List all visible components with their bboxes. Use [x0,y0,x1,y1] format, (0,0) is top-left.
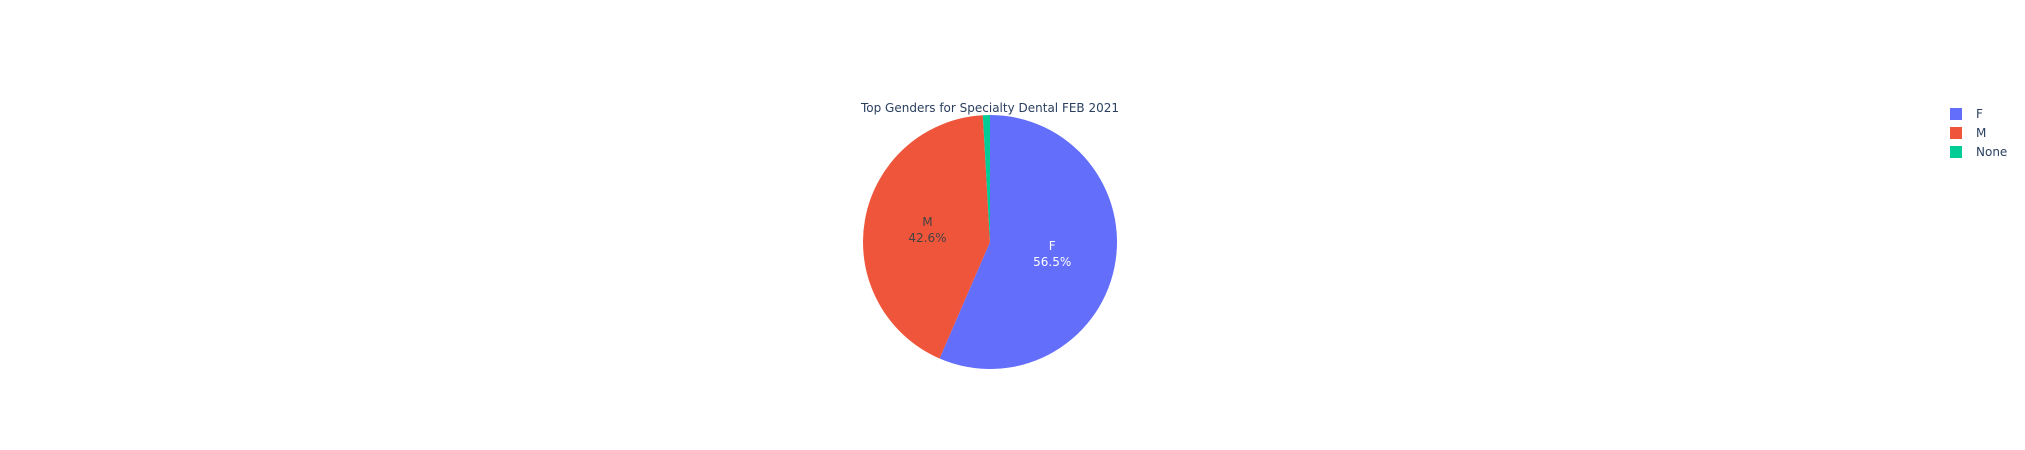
legend-item-f[interactable]: F [1950,107,1983,121]
pie-slice-f[interactable] [939,115,1117,369]
legend-label-m: M [1976,126,1986,140]
pie-slice-none[interactable] [982,115,990,242]
pie-slice-m[interactable] [863,115,990,359]
legend-swatch-m [1950,127,1962,139]
chart-title: Top Genders for Specialty Dental FEB 202… [860,101,1119,115]
slice-label-f: F [1049,239,1056,253]
slice-percent-f: 56.5% [1033,255,1071,269]
slice-label-m: M [922,215,932,229]
legend: FM None [1950,107,2007,159]
legend-swatch-none [1950,146,1962,158]
legend-label-none: None [1976,145,2007,159]
slice-percent-m: 42.6% [908,231,946,245]
legend-swatch-f [1950,108,1962,120]
pie-labels: F 56.5% M 42.6% [908,215,1071,269]
legend-label-f: F [1976,107,1983,121]
legend-item-m[interactable]: M [1950,126,1986,140]
legend-item-none[interactable]: None [1950,145,2007,159]
pie-slices [863,115,1117,369]
